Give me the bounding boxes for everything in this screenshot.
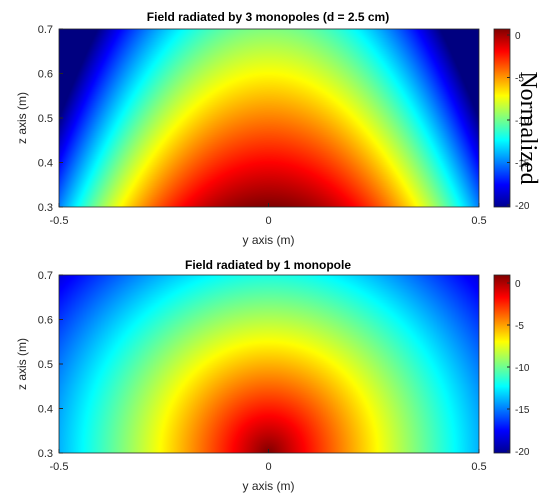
bottom-panel: Field radiated by 1 monopole -0.5 0 0.5 … (15, 258, 530, 493)
top-y-tick-label: 0.5 (38, 113, 53, 125)
top-panel: Field radiated by 3 monopoles (d = 2.5 c… (15, 10, 541, 247)
bottom-x-tick-label: -0.5 (50, 461, 69, 473)
bottom-chart-title: Field radiated by 1 monopole (185, 258, 351, 272)
bottom-colorbar-tick: -20 (515, 447, 530, 458)
bottom-heatmap (59, 275, 479, 453)
top-y-axis-label: z axis (m) (15, 92, 29, 144)
bottom-x-tick-label: 0.5 (471, 461, 486, 473)
top-x-tick-label: -0.5 (50, 215, 69, 227)
bottom-x-tick-label: 0 (265, 461, 271, 473)
bottom-colorbar: 0 -5 -10 -15 -20 (494, 275, 530, 458)
bottom-x-axis-label: y axis (m) (243, 479, 295, 493)
bottom-y-tick-label: 0.4 (38, 404, 53, 416)
bottom-y-tick-label: 0.6 (38, 315, 53, 327)
top-x-tick-label: 0.5 (471, 215, 486, 227)
bottom-colorbar-tick: -15 (515, 405, 530, 416)
bottom-y-tick-label: 0.5 (38, 359, 53, 371)
top-x-axis-label: y axis (m) (243, 233, 295, 247)
bottom-colorbar-tick: -10 (515, 363, 530, 374)
bottom-colorbar-tick: 0 (515, 279, 521, 290)
top-heatmap (59, 29, 479, 207)
bottom-y-axis-label: z axis (m) (15, 338, 29, 390)
top-y-tick-label: 0.3 (38, 202, 53, 214)
top-colorbar-tick: -20 (515, 201, 530, 212)
bottom-colorbar-tick: -5 (515, 321, 524, 332)
top-y-tick-label: 0.6 (38, 69, 53, 81)
top-y-tick-label: 0.7 (38, 24, 53, 36)
bottom-y-tick-label: 0.3 (38, 448, 53, 460)
top-x-tick-label: 0 (265, 215, 271, 227)
top-colorbar-tick: 0 (515, 31, 521, 42)
bottom-y-tick-label: 0.7 (38, 270, 53, 282)
top-y-tick-label: 0.4 (38, 158, 53, 170)
top-colorbar-label: Normalized (515, 71, 541, 184)
top-chart-title: Field radiated by 3 monopoles (d = 2.5 c… (147, 10, 389, 24)
